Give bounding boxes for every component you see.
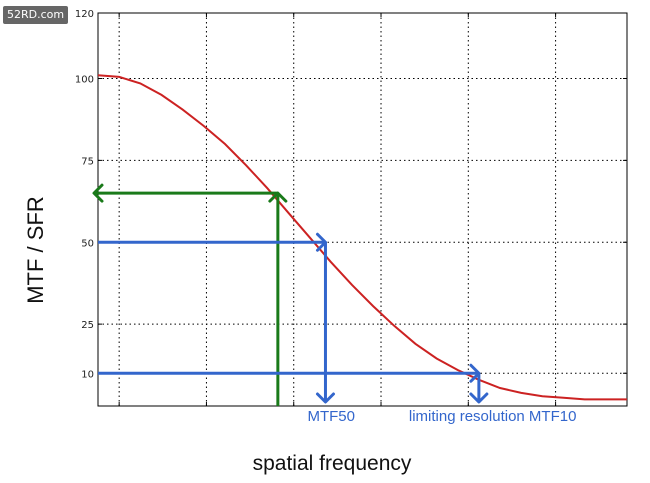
y-tick-label: 50	[81, 238, 94, 249]
mtf50-label: MTF50	[307, 408, 355, 425]
y-tick-label: 10	[81, 369, 94, 380]
x-axis-label: spatial frequency	[252, 452, 412, 475]
watermark-logo: 52RD.com	[3, 6, 69, 24]
mtf-curve	[97, 74, 627, 401]
mtf10-label: limiting resolution MTF10	[408, 408, 577, 425]
green-arrow-head-left	[92, 183, 104, 203]
y-tick-label: 75	[81, 156, 94, 167]
y-tick-label: 100	[75, 75, 94, 86]
grid	[98, 13, 627, 406]
blue-arrow-head-down	[469, 392, 489, 404]
y-axis-ticks: 10 25 50 75 100 120	[75, 9, 627, 406]
y-tick-label: 25	[81, 320, 94, 331]
y-tick-label: 120	[75, 9, 94, 20]
plot-frame	[97, 12, 628, 407]
annotation-arrows	[92, 183, 489, 406]
y-axis-label: MTF / SFR	[23, 196, 48, 304]
blue-arrow-head-down	[315, 392, 335, 404]
